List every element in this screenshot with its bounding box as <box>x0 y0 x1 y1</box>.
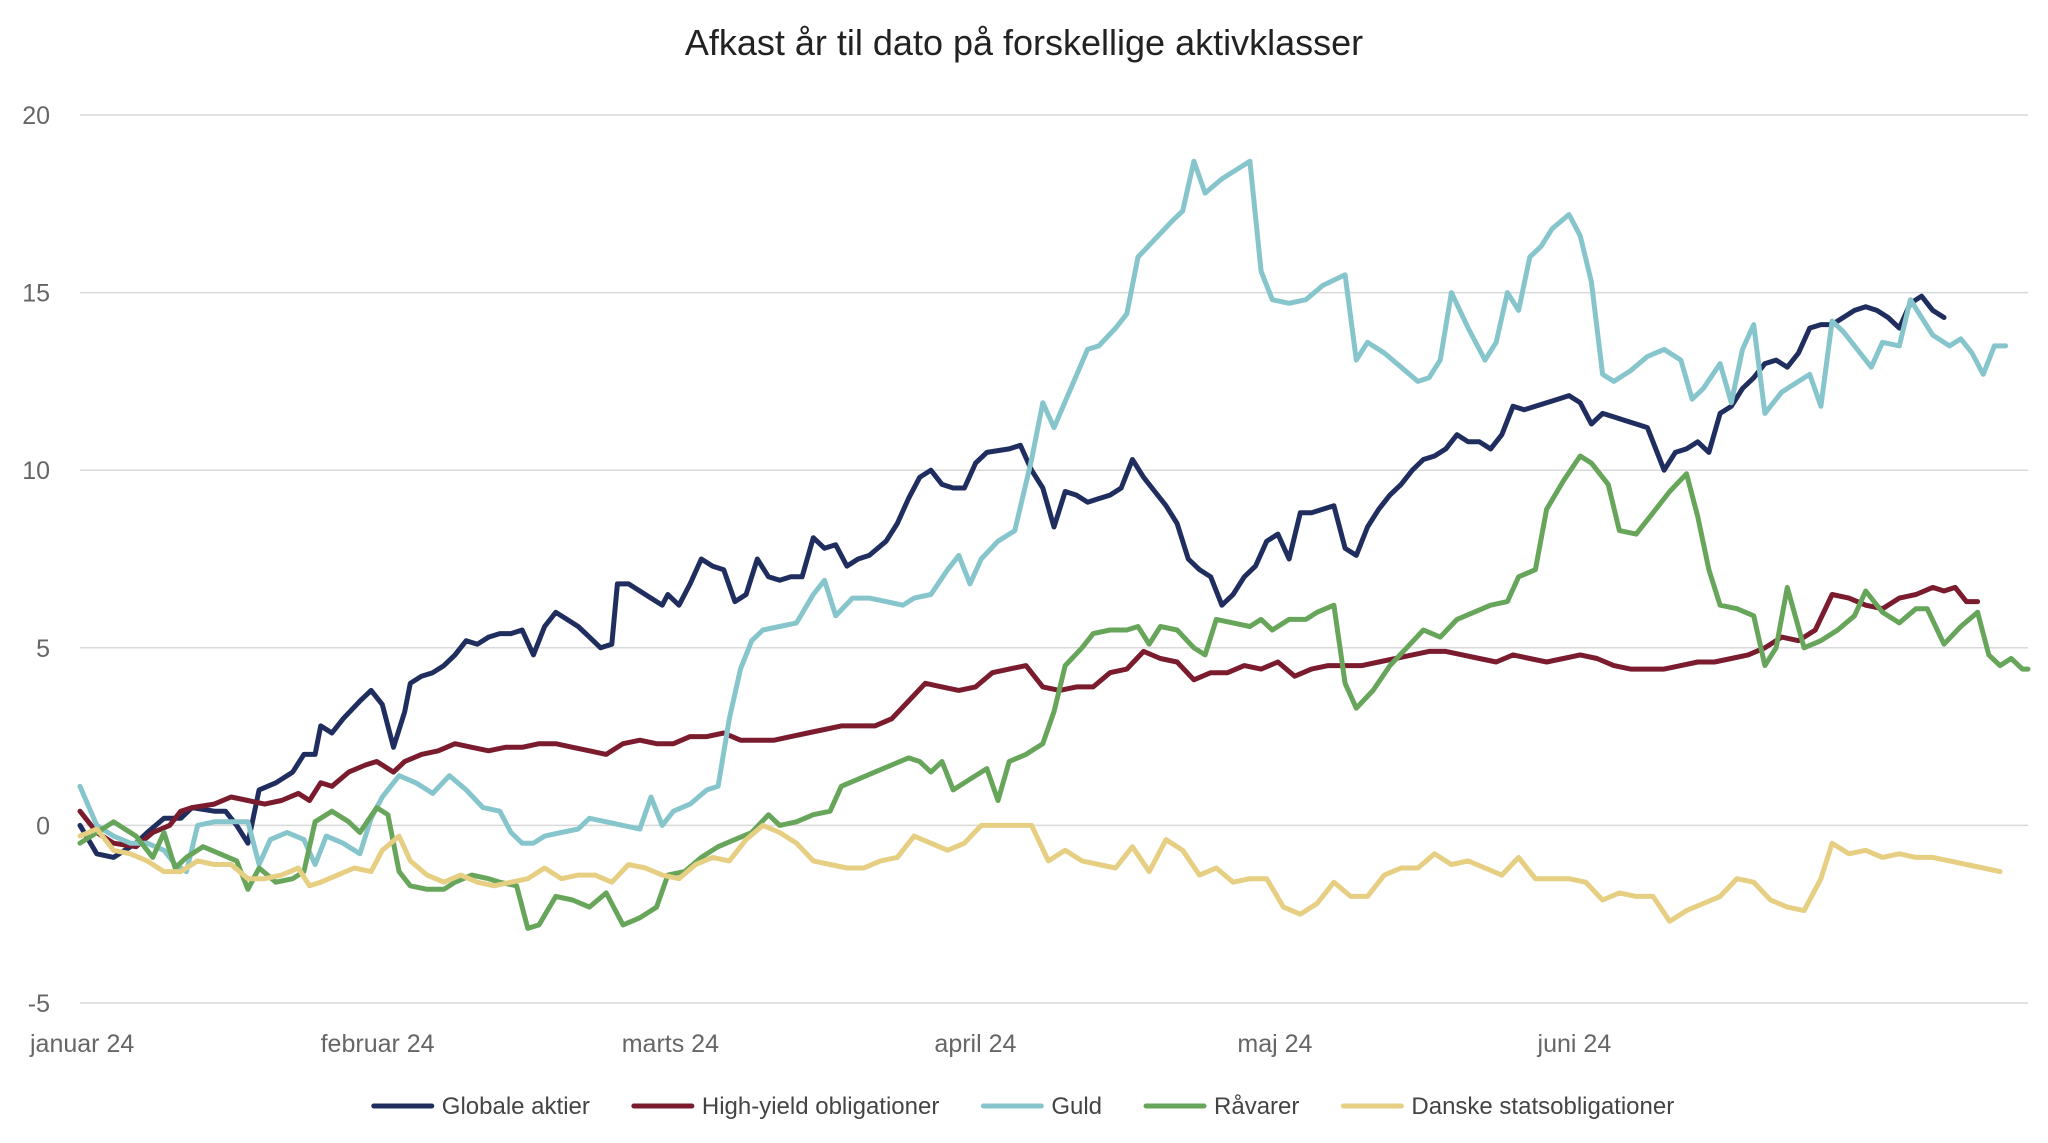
series-line-high-yield-obligationer <box>77 584 1981 850</box>
x-tick-label: februar 24 <box>321 1030 435 1058</box>
x-tick-label: juni 24 <box>1537 1030 1612 1058</box>
legend-item-r-varer: Råvarer <box>1143 1093 1299 1120</box>
y-tick-label: 5 <box>36 635 50 663</box>
legend-item-danske-statsobligationer: Danske statsobligationer <box>1340 1093 1674 1120</box>
y-tick-label: -5 <box>28 990 50 1018</box>
legend: Globale aktier High-yield obligationer Gul… <box>371 1093 1674 1120</box>
y-tick-label: 10 <box>22 457 50 485</box>
x-tick-label: april 24 <box>934 1030 1016 1058</box>
y-tick-label: 0 <box>36 812 50 840</box>
x-tick-label: maj 24 <box>1237 1030 1312 1058</box>
legend-item-globale-aktier: Globale aktier <box>371 1093 590 1120</box>
gridlines <box>80 114 2028 1004</box>
series-line-danske-statsobligationer <box>77 822 2003 924</box>
y-tick-label: 20 <box>22 102 50 130</box>
legend-label: Råvarer <box>1214 1093 1299 1120</box>
series-line-globale-aktier <box>77 293 1947 860</box>
legend-label: Globale aktier <box>442 1093 590 1120</box>
legend-item-guld: Guld <box>980 1093 1102 1120</box>
x-axis-ticks: januar 24 februar 24 marts 24 april 24 maj 2… <box>29 1030 1611 1058</box>
legend-item-high-yield-obligationer: High-yield obligationer <box>631 1093 939 1120</box>
y-axis-ticks: 20 15 10 5 0 -5 <box>22 102 50 1018</box>
x-tick-label: marts 24 <box>622 1030 719 1058</box>
series-lines <box>77 158 2031 931</box>
legend-label: Guld <box>1051 1093 1102 1120</box>
y-tick-label: 15 <box>22 280 50 308</box>
legend-label: High-yield obligationer <box>702 1093 939 1120</box>
series-line-guld <box>77 158 2009 875</box>
chart-title: Afkast år til dato på forskellige aktivk… <box>684 22 1364 63</box>
x-tick-label: januar 24 <box>29 1030 134 1058</box>
legend-label: Danske statsobligationer <box>1411 1093 1674 1120</box>
